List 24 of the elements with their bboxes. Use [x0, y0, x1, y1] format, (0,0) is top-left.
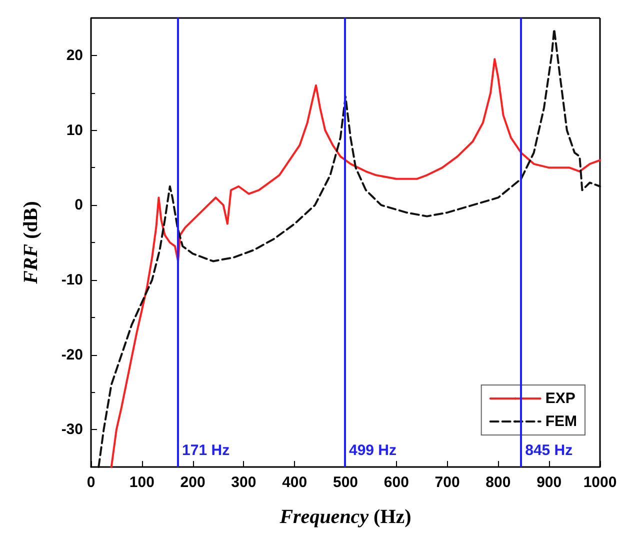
y-axis-title: FRF (dB)	[20, 201, 42, 285]
x-tick-label: 300	[231, 474, 256, 491]
ref-line-label: 845 Hz	[525, 442, 573, 459]
x-tick-label: 900	[536, 474, 562, 491]
ref-line-label: 171 Hz	[182, 442, 230, 459]
x-tick-label: 500	[332, 474, 358, 491]
x-tick-label: 200	[180, 474, 206, 491]
x-tick-label: 100	[129, 474, 154, 491]
legend-label: FEM	[545, 413, 578, 430]
y-tick-label: 10	[66, 122, 83, 139]
x-tick-label: 600	[384, 474, 409, 491]
y-tick-label: -20	[61, 346, 83, 364]
x-tick-label: 1000	[583, 474, 617, 491]
y-tick-label: -10	[61, 271, 83, 288]
y-tick-label: -30	[61, 421, 83, 438]
y-tick-label: 20	[66, 46, 83, 64]
x-axis-title: Frequency (Hz)	[278, 506, 412, 528]
x-tick-label: 0	[86, 474, 96, 491]
x-tick-label: 400	[282, 474, 308, 491]
legend-label: EXP	[545, 390, 576, 407]
ref-line-label: 499 Hz	[348, 442, 397, 459]
x-tick-label: 800	[486, 474, 511, 491]
y-tick-label: 0	[74, 196, 83, 214]
x-tick-label: 700	[434, 474, 460, 491]
